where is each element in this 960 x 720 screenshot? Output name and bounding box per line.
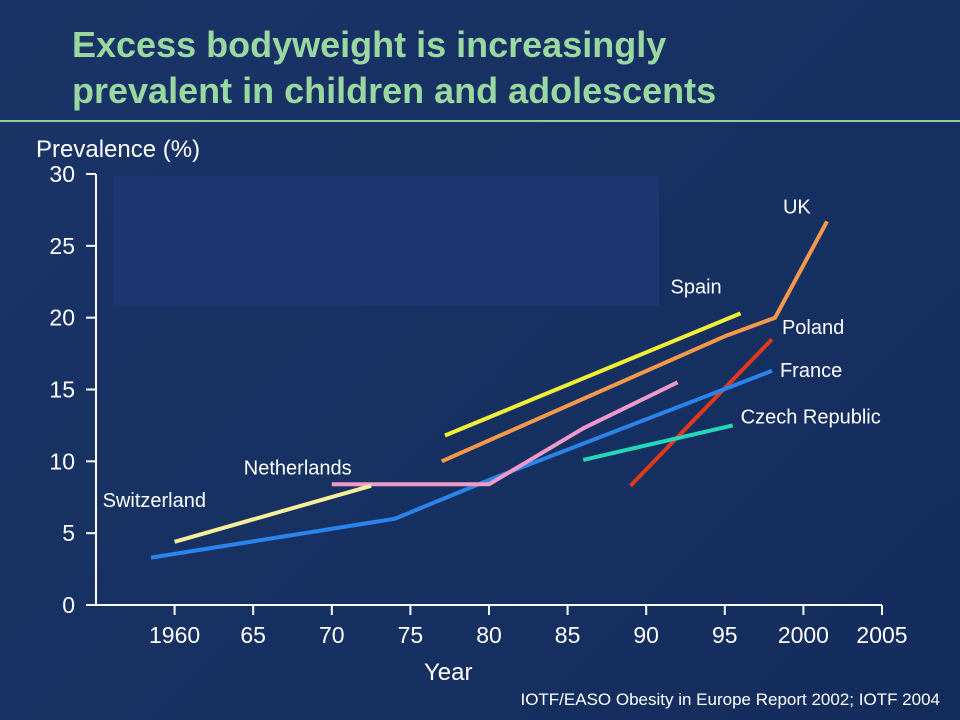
y-tick-label: 20 [49, 305, 75, 331]
x-tick-label: 80 [476, 622, 502, 648]
series-label-spain: Spain [671, 276, 722, 298]
series-label-czech-republic: Czech Republic [741, 406, 881, 428]
x-tick-label: 90 [633, 622, 659, 648]
x-tick-label: 2000 [778, 622, 829, 648]
overlay-box [113, 176, 659, 306]
series-label-netherlands: Netherlands [244, 457, 352, 479]
x-tick-label: 95 [712, 622, 738, 648]
x-axis-label: Year [424, 659, 473, 686]
series-label-switzerland: Switzerland [103, 490, 206, 512]
series-label-uk: UK [783, 196, 811, 218]
title-line-1: Excess bodyweight is increasingly [72, 24, 667, 65]
series-line-uk [440, 220, 829, 464]
series-line-poland [629, 337, 774, 488]
title-divider [0, 120, 960, 122]
x-tick-label: 75 [398, 622, 424, 648]
y-tick-label: 30 [49, 161, 75, 187]
x-tick-label: 70 [319, 622, 345, 648]
series-line-netherlands [331, 380, 679, 487]
series-line-switzerland [174, 483, 372, 544]
y-tick-label: 15 [49, 377, 75, 403]
y-tick-label: 10 [49, 448, 75, 474]
series-label-france: France [780, 360, 842, 382]
series-line-france [150, 368, 773, 560]
x-tick-label: 85 [555, 622, 581, 648]
x-tick-label: 1960 [149, 622, 200, 648]
series-line-czech-republic [582, 423, 734, 462]
y-tick-label: 5 [62, 520, 75, 546]
series-label-poland: Poland [782, 317, 844, 339]
y-axis-label: Prevalence (%) [36, 136, 200, 163]
y-tick-label: 0 [62, 592, 75, 618]
y-tick-label: 25 [49, 233, 75, 259]
source-citation: IOTF/EASO Obesity in Europe Report 2002;… [520, 690, 940, 709]
title-line-2: prevalent in children and adolescents [72, 70, 717, 111]
x-tick-label: 65 [240, 622, 266, 648]
x-tick-label: 2005 [856, 622, 907, 648]
slide-title: Excess bodyweight is increasingly preval… [72, 22, 932, 114]
series-line-spain [444, 311, 742, 438]
